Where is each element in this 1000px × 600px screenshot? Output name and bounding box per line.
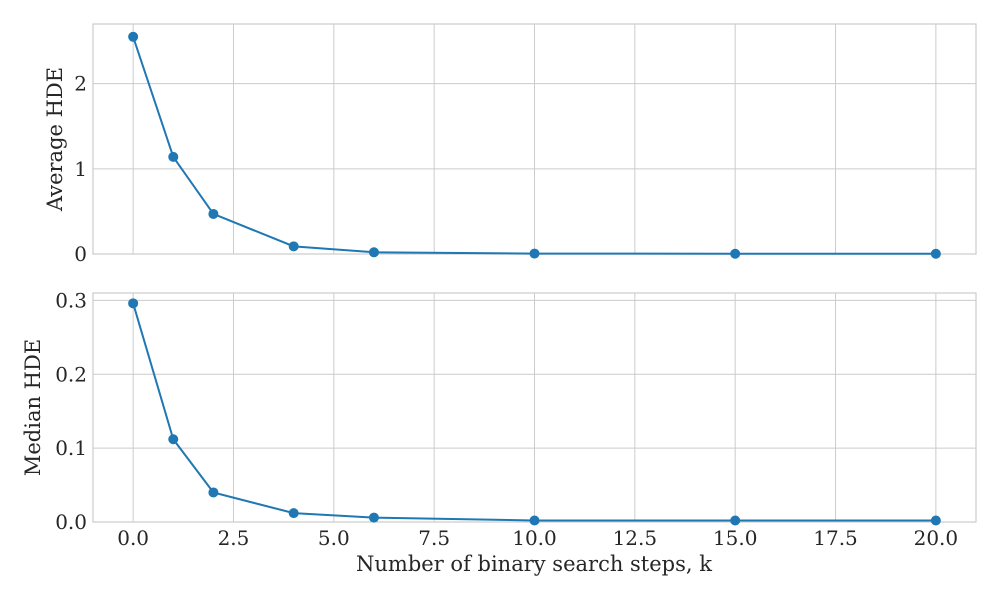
x-tick-label: 17.5	[813, 526, 858, 550]
average-hde-data-point	[930, 248, 941, 259]
x-tick-label: 7.5	[418, 526, 450, 550]
x-axis-label: Number of binary search steps, k	[356, 552, 712, 576]
average-hde-series-line	[132, 36, 936, 255]
average-hde-panel: 0 1 2 Average HDE	[43, 23, 977, 266]
average-hde-data-point	[128, 31, 139, 42]
median-hde-grid	[93, 293, 976, 523]
median-hde-panel: 0.0 0.1 0.2 0.3 0.0 2.5 5.0 7.5 10.0 12.5 15.0 17.…	[21, 288, 977, 576]
median-hde-data-point	[930, 515, 941, 526]
median-hde-y-tick-label: 0.2	[55, 362, 87, 386]
average-hde-y-axis-label: Average HDE	[43, 67, 67, 212]
median-hde-data-point	[730, 515, 741, 526]
median-hde-data-point	[288, 508, 299, 519]
median-hde-y-tick-label: 0.3	[55, 288, 87, 312]
median-hde-series	[128, 298, 941, 526]
median-hde-y-tick-label: 0.0	[55, 510, 87, 534]
median-hde-series-line	[132, 303, 936, 522]
x-axis-ticks: 0.0 2.5 5.0 7.5 10.0 12.5 15.0 17.5 20.0	[117, 526, 958, 550]
average-hde-data-point	[730, 248, 741, 259]
average-hde-data-point	[168, 151, 179, 162]
average-hde-data-point	[288, 241, 299, 252]
x-tick-label: 2.5	[218, 526, 250, 550]
average-hde-y-tick-label: 1	[74, 157, 87, 181]
median-hde-data-point	[368, 512, 379, 523]
median-hde-y-axis-label: Median HDE	[21, 339, 45, 476]
average-hde-y-tick-label: 2	[74, 72, 87, 96]
x-tick-label: 5.0	[318, 526, 350, 550]
median-hde-y-tick-label: 0.1	[55, 436, 87, 460]
median-hde-data-point	[208, 487, 219, 498]
median-hde-data-point	[168, 434, 179, 445]
average-hde-y-tick-label: 0	[74, 242, 87, 266]
average-hde-data-point	[368, 247, 379, 258]
x-tick-label: 0.0	[117, 526, 149, 550]
x-tick-label: 20.0	[914, 526, 959, 550]
average-hde-data-point	[208, 208, 219, 219]
median-hde-data-point	[128, 298, 139, 309]
average-hde-series	[128, 31, 941, 259]
x-tick-label: 15.0	[713, 526, 758, 550]
average-hde-data-point	[529, 248, 540, 259]
average-hde-y-ticks: 0 1 2	[74, 72, 87, 266]
median-hde-data-point	[529, 515, 540, 526]
x-tick-label: 10.0	[512, 526, 557, 550]
median-hde-y-ticks: 0.0 0.1 0.2 0.3	[55, 288, 87, 534]
x-tick-label: 12.5	[613, 526, 658, 550]
